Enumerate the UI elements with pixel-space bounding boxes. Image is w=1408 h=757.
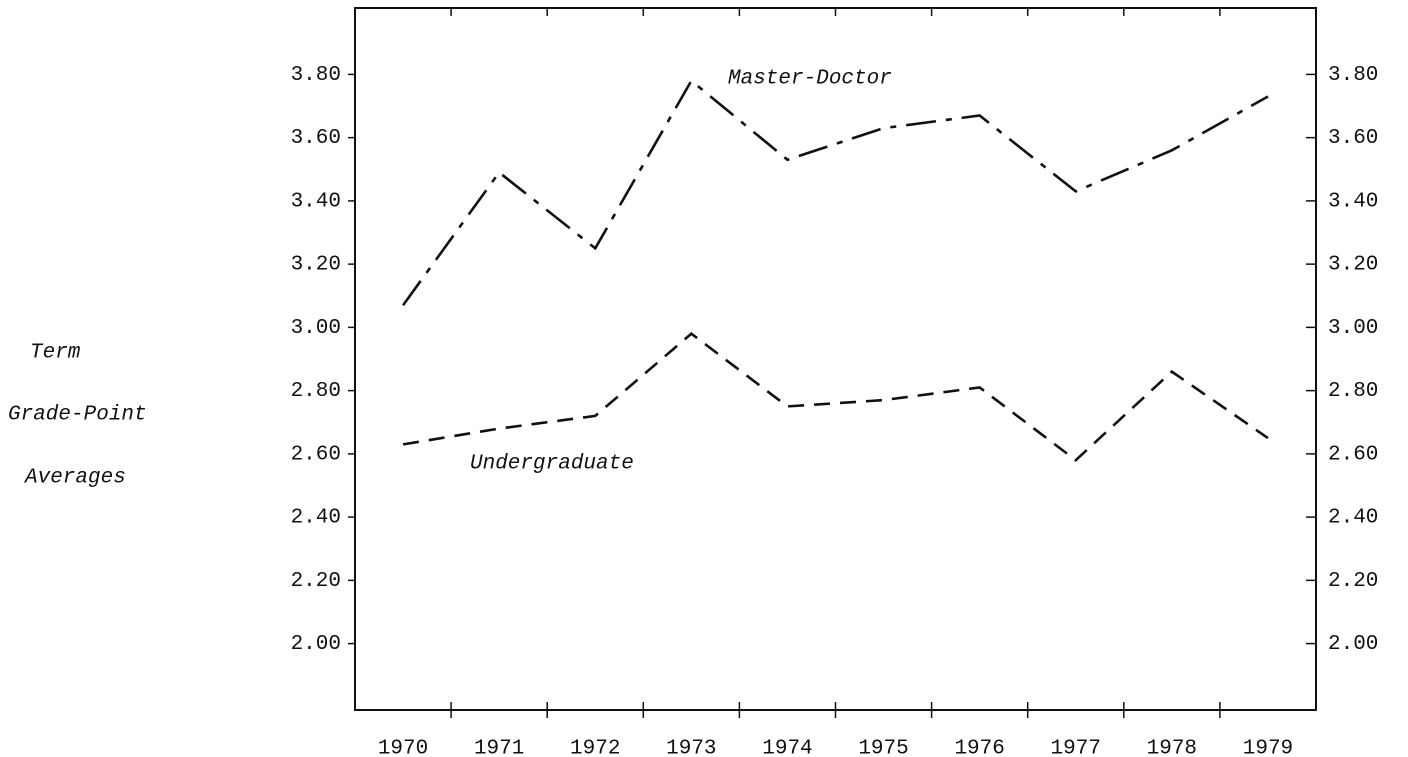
y-tick-label: 2.60	[291, 443, 341, 466]
x-tick-label: 1973	[666, 738, 716, 757]
y-tick-label: 3.20	[291, 254, 341, 277]
series-line	[401, 78, 1269, 307]
x-tick-label: 1979	[1243, 738, 1293, 757]
y-tick-label: 3.80	[291, 64, 341, 87]
y-tick-label: 3.40	[291, 190, 341, 213]
y2-tick-label: 3.00	[1328, 317, 1378, 340]
y2-tick-label: 2.60	[1328, 443, 1378, 466]
y-tick-label: 3.60	[291, 127, 341, 150]
y2-tick-label: 2.80	[1328, 380, 1378, 403]
y2-tick-label: 2.20	[1328, 570, 1378, 593]
x-tick-label: 1971	[474, 738, 524, 757]
y2-tick-label: 3.40	[1328, 190, 1378, 213]
y2-tick-label: 3.80	[1328, 64, 1378, 87]
y2-tick-label: 2.40	[1328, 507, 1378, 530]
series-line	[402, 332, 1269, 462]
y-tick-label: 2.80	[291, 380, 341, 403]
y-tick-label: 2.20	[291, 570, 341, 593]
x-tick-label: 1970	[378, 738, 428, 757]
y2-tick-label: 3.60	[1328, 127, 1378, 150]
x-tick-label: 1974	[762, 738, 812, 757]
series-label: Undergraduate	[470, 453, 634, 476]
plot-frame	[354, 7, 1317, 711]
x-tick-label: 1975	[858, 738, 908, 757]
y-axis-label: Term	[30, 342, 81, 365]
y-tick-label: 2.40	[291, 507, 341, 530]
x-tick-label: 1972	[570, 738, 620, 757]
y-tick-label: 3.00	[291, 317, 341, 340]
series-label: Master-Doctor	[728, 68, 892, 91]
x-tick-label: 1976	[954, 738, 1004, 757]
x-tick-label: 1977	[1051, 738, 1101, 757]
y2-tick-label: 3.20	[1328, 254, 1378, 277]
y2-tick-label: 2.00	[1328, 633, 1378, 656]
x-tick-label: 1978	[1147, 738, 1197, 757]
y-axis-label: Grade-Point	[8, 404, 147, 427]
y-tick-label: 2.00	[291, 633, 341, 656]
y-axis-label: Averages	[23, 467, 126, 490]
